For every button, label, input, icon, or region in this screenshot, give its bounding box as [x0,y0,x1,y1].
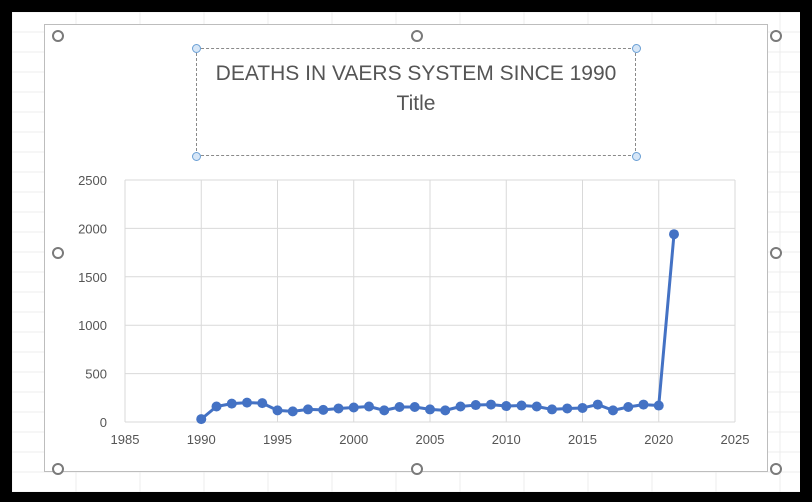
data-point [623,401,634,412]
title-handle-top-right[interactable] [632,44,641,53]
gridlines [124,179,736,423]
data-point [409,401,420,412]
y-tick-label: 2500 [78,173,107,188]
y-tick-label: 2000 [78,221,107,236]
y-tick-label: 1000 [78,318,107,333]
data-point [348,402,359,413]
resize-handle-top-right[interactable] [770,30,782,42]
data-point [242,397,252,408]
data-point [669,229,679,240]
chart-area[interactable] [44,24,768,472]
data-point [547,404,557,415]
data-point [516,400,527,411]
chart-title: DEATHS IN VAERS SYSTEM SINCE 1990 [215,62,617,85]
data-point [379,405,390,416]
x-tick-label: 2010 [492,432,521,447]
data-point [318,404,329,415]
resize-handle-middle-right[interactable] [770,247,782,259]
title-handle-bottom-left[interactable] [192,152,201,161]
data-point [531,401,542,412]
x-tick-label: 2020 [644,432,673,447]
resize-handle-top-center[interactable] [411,30,423,42]
data-point [196,414,207,425]
data-point [562,403,573,414]
data-point [425,404,435,415]
data-point [257,398,268,409]
data-point [394,401,405,412]
data-point [592,399,603,410]
data-point [440,405,451,416]
title-handle-top-left[interactable] [192,44,201,53]
data-point [455,401,466,412]
data-point [303,404,313,415]
data-point [226,398,237,409]
x-tick-label: 2005 [416,432,445,447]
data-point [501,401,512,412]
x-tick-label: 1990 [187,432,216,447]
data-point [470,400,481,411]
data-point [486,399,496,410]
chart-title-box[interactable]: DEATHS IN VAERS SYSTEM SINCE 1990 Title [196,48,636,156]
x-tick-label: 2015 [568,432,597,447]
resize-handle-bottom-left[interactable] [52,463,64,475]
x-tick-label: 1985 [111,432,140,447]
x-tick-label: 1995 [263,432,292,447]
data-point [608,405,618,416]
data-point [287,406,298,417]
y-tick-label: 0 [100,415,107,430]
resize-handle-bottom-center[interactable] [411,463,423,475]
data-point [211,401,222,412]
series-line [200,234,676,421]
data-point [272,405,283,416]
data-point [577,402,588,413]
resize-handle-bottom-right[interactable] [770,463,782,475]
resize-handle-top-left[interactable] [52,30,64,42]
data-point [653,400,664,411]
data-point [364,401,374,412]
data-point [333,403,344,414]
x-tick-label: 2025 [721,432,750,447]
title-handle-bottom-right[interactable] [632,152,641,161]
y-tick-label: 500 [85,367,107,382]
data-point [638,399,649,410]
chart-subtitle: Title [396,92,436,115]
y-tick-label: 1500 [78,270,107,285]
resize-handle-middle-left[interactable] [52,247,64,259]
x-tick-label: 2000 [339,432,368,447]
